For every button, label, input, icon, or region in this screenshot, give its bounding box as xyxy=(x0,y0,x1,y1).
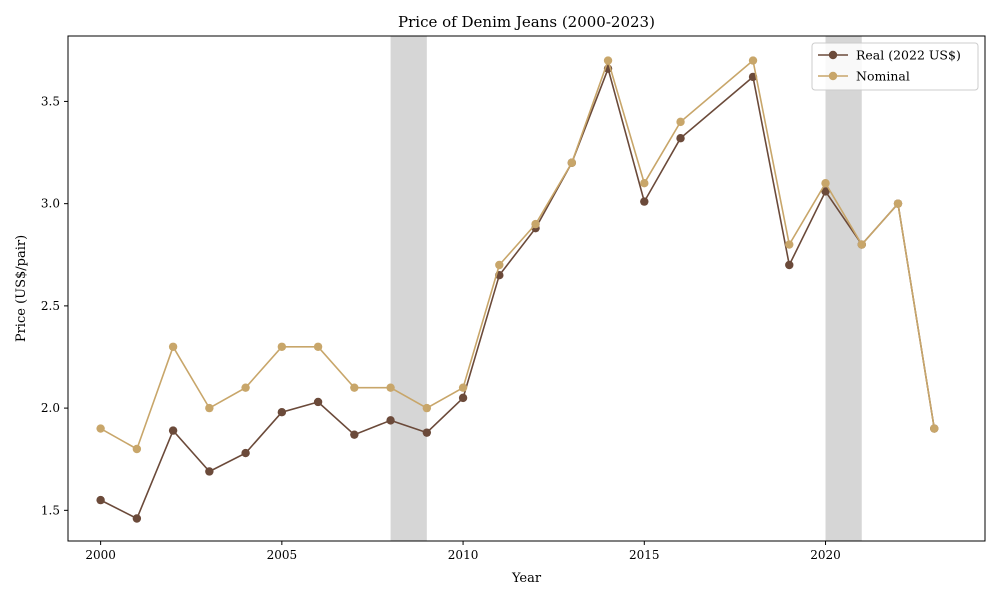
data-point xyxy=(350,430,359,439)
series-group xyxy=(96,56,939,523)
data-point xyxy=(821,179,830,188)
legend-marker xyxy=(828,50,838,60)
data-point xyxy=(640,179,649,188)
data-point xyxy=(132,444,142,454)
chart-title: Price of Denim Jeans (2000-2023) xyxy=(398,13,655,31)
data-point xyxy=(893,199,903,208)
data-point xyxy=(422,403,432,413)
data-point xyxy=(495,260,504,270)
y-axis-ticks: 1.5 2.0 2.5 3.0 3.5 xyxy=(41,94,68,517)
data-point xyxy=(96,495,105,505)
recession-shading-group xyxy=(390,36,862,541)
y-tick-label: 1.5 xyxy=(41,503,60,517)
shaded-period xyxy=(390,36,427,541)
data-point xyxy=(821,187,830,196)
legend-box xyxy=(811,42,979,91)
data-point xyxy=(277,342,287,351)
data-point xyxy=(205,467,214,476)
data-point xyxy=(168,426,178,435)
data-point xyxy=(930,424,939,433)
legend-label: Real (2022 US$) xyxy=(856,48,961,63)
legend-marker xyxy=(828,71,838,81)
data-point xyxy=(241,448,250,458)
x-axis-label: Year xyxy=(511,571,542,586)
data-point xyxy=(241,383,250,392)
data-point xyxy=(785,240,794,249)
data-point xyxy=(857,240,866,249)
data-point xyxy=(386,416,395,425)
data-point xyxy=(640,197,649,206)
data-point xyxy=(531,219,540,229)
data-point xyxy=(132,514,142,523)
x-tick-label: 2005 xyxy=(267,548,298,562)
x-axis-ticks: 2000 2005 2010 2015 2020 xyxy=(85,541,841,562)
data-point xyxy=(676,134,685,143)
plot-frame xyxy=(67,35,986,542)
y-axis-label: Price (US$/pair) xyxy=(14,235,29,342)
data-point xyxy=(676,117,685,127)
x-tick-label: 2000 xyxy=(85,548,116,562)
data-point xyxy=(313,342,323,351)
data-point xyxy=(96,424,105,433)
data-point xyxy=(603,56,613,65)
y-tick-label: 2.5 xyxy=(41,299,60,313)
x-tick-label: 2015 xyxy=(629,548,660,562)
y-tick-label: 3.0 xyxy=(41,197,60,211)
data-point xyxy=(748,56,758,65)
data-point xyxy=(205,403,214,413)
data-point xyxy=(785,260,794,270)
legend-label: Nominal xyxy=(856,69,910,84)
data-point xyxy=(458,383,468,392)
data-point xyxy=(422,428,432,437)
y-tick-label: 3.5 xyxy=(41,94,60,108)
data-point xyxy=(458,393,468,403)
data-point xyxy=(313,397,323,407)
legend: Real (2022 US$) Nominal xyxy=(811,42,979,91)
data-point xyxy=(168,342,178,351)
data-point xyxy=(277,407,287,417)
x-tick-label: 2020 xyxy=(810,548,841,562)
shaded-period xyxy=(825,36,862,541)
data-point xyxy=(350,383,359,392)
y-tick-label: 2.0 xyxy=(41,401,60,415)
data-point xyxy=(386,383,395,392)
x-tick-label: 2010 xyxy=(448,548,479,562)
data-point xyxy=(567,158,577,167)
